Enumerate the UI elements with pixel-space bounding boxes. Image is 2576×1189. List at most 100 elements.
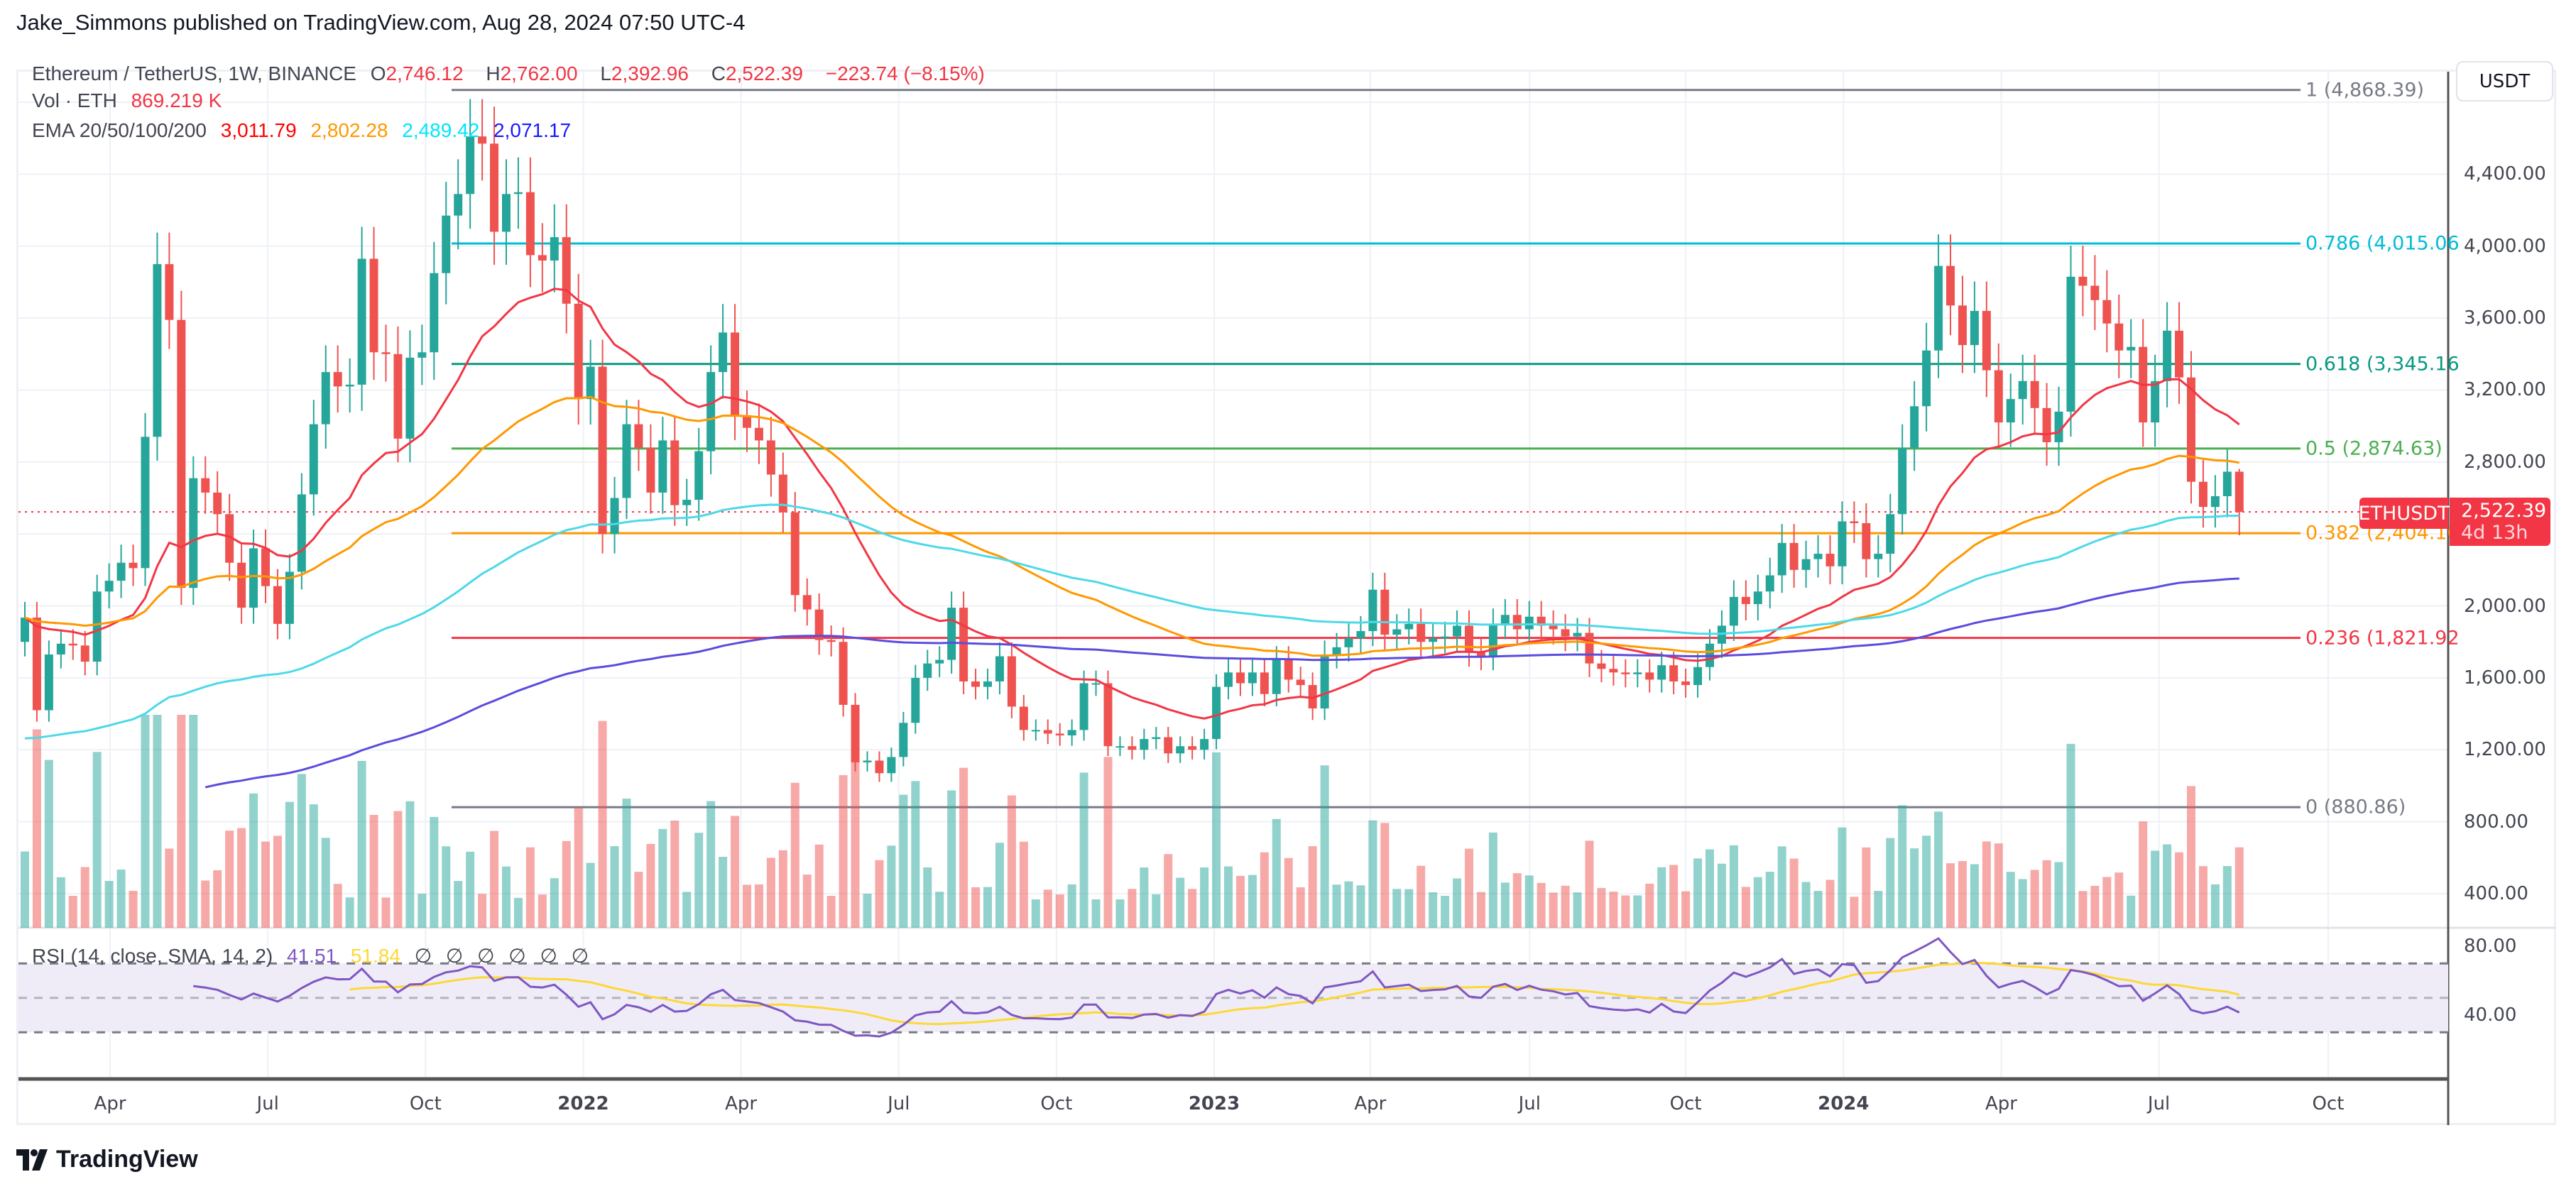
candle-body bbox=[129, 562, 138, 569]
volume-legend: Vol · ETH 869.219 K bbox=[32, 89, 230, 112]
symbol-legend: Ethereum / TetherUS, 1W, BINANCE O2,746.… bbox=[32, 62, 993, 85]
low-value: 2,392.96 bbox=[611, 62, 689, 84]
volume-bar bbox=[1946, 863, 1955, 928]
volume-bar bbox=[502, 866, 511, 928]
price-tick: 800.00 bbox=[2464, 811, 2528, 833]
rsi-na-value: ∅ bbox=[540, 945, 557, 967]
candle-body bbox=[1296, 679, 1305, 686]
candle-body bbox=[2066, 276, 2075, 412]
volume-bar bbox=[1537, 882, 1546, 928]
candle-body bbox=[405, 357, 415, 439]
volume-bar bbox=[983, 887, 992, 928]
volume-bar bbox=[1681, 891, 1691, 928]
candle-body bbox=[1729, 596, 1738, 626]
volume-bar bbox=[1007, 795, 1016, 928]
currency-button[interactable]: USDT bbox=[2456, 61, 2553, 102]
candle-body bbox=[249, 548, 258, 608]
candle-body bbox=[1946, 265, 1955, 306]
volume-bar bbox=[1417, 865, 1426, 928]
volume-bar bbox=[1850, 897, 1859, 928]
candle-body bbox=[92, 591, 102, 662]
candle-body bbox=[1561, 629, 1570, 637]
volume-bar bbox=[706, 801, 716, 928]
volume-bar bbox=[1284, 857, 1293, 928]
volume-bar bbox=[1140, 867, 1149, 928]
candle-body bbox=[754, 427, 763, 441]
volume-bar bbox=[1597, 887, 1606, 928]
close-value: 2,522.39 bbox=[725, 62, 803, 84]
ema100-line bbox=[24, 503, 2239, 740]
tradingview-logo[interactable]: TradingView bbox=[16, 1146, 198, 1173]
volume-bar bbox=[1777, 846, 1786, 928]
candle-body bbox=[1200, 739, 1209, 750]
volume-bar bbox=[1813, 891, 1823, 928]
rsi-label[interactable]: RSI (14, close, SMA, 14, 2) bbox=[32, 945, 273, 967]
volume-bar bbox=[1465, 848, 1473, 928]
candle-body bbox=[2030, 380, 2039, 408]
volume-bar bbox=[249, 793, 258, 928]
time-tick: Oct bbox=[1040, 1093, 1073, 1114]
candle-body bbox=[1356, 631, 1365, 639]
volume-bar bbox=[393, 811, 403, 928]
candle-body bbox=[345, 384, 354, 387]
volume-bar bbox=[2163, 844, 2172, 928]
volume-bar bbox=[165, 848, 174, 928]
volume-bar bbox=[141, 715, 150, 928]
candle-body bbox=[1260, 672, 1269, 694]
volume-bar bbox=[875, 860, 884, 928]
volume-bar bbox=[562, 840, 571, 928]
chart-frame bbox=[16, 70, 2556, 1125]
candle-body bbox=[1392, 629, 1402, 635]
candle-body bbox=[2114, 323, 2124, 351]
time-tick: 2024 bbox=[1818, 1093, 1870, 1114]
volume-bar bbox=[995, 843, 1004, 928]
volume-bar bbox=[766, 857, 775, 928]
volume-bar bbox=[1344, 881, 1353, 928]
ema200-line bbox=[204, 577, 2239, 789]
volume-bar bbox=[237, 828, 246, 928]
price-tick: 1,200.00 bbox=[2464, 739, 2546, 761]
volume-bar bbox=[345, 897, 354, 928]
candle-body bbox=[1850, 521, 1859, 523]
symbol-name[interactable]: Ethereum / TetherUS, 1W, BINANCE bbox=[32, 62, 356, 84]
logo-text: TradingView bbox=[56, 1146, 198, 1173]
candle-body bbox=[321, 372, 330, 424]
volume-bar bbox=[478, 894, 487, 928]
volume-bar bbox=[1729, 845, 1738, 928]
candle-body bbox=[1140, 739, 1149, 750]
volume-bar bbox=[1115, 899, 1125, 928]
candle-body bbox=[2163, 330, 2172, 381]
open-value: 2,746.12 bbox=[386, 62, 464, 84]
candle-body bbox=[1669, 665, 1679, 681]
volume-bar bbox=[1789, 858, 1799, 928]
volume-bar bbox=[1753, 877, 1762, 928]
volume-bar bbox=[466, 851, 475, 928]
candle-body bbox=[1789, 542, 1799, 570]
volume-bar bbox=[2042, 860, 2051, 928]
candle-body bbox=[2078, 276, 2087, 286]
candle-body bbox=[1007, 656, 1016, 707]
volume-bar bbox=[490, 831, 499, 928]
ema100-value: 2,489.42 bbox=[402, 119, 480, 141]
volume-bar bbox=[430, 816, 439, 928]
volume-bar bbox=[2234, 847, 2244, 928]
volume-bar bbox=[911, 781, 920, 928]
candle-body bbox=[622, 424, 631, 498]
candle-body bbox=[1609, 669, 1618, 673]
volume-bar bbox=[1188, 889, 1197, 928]
volume-bar bbox=[153, 715, 162, 928]
volume-bar bbox=[1404, 889, 1414, 928]
volume-bar bbox=[971, 887, 981, 928]
volume-bar bbox=[454, 881, 463, 928]
candle-body bbox=[1067, 730, 1076, 736]
ema-label[interactable]: EMA 20/50/100/200 bbox=[32, 119, 207, 141]
ema20-value: 3,011.79 bbox=[220, 119, 297, 141]
volume-bar bbox=[719, 857, 728, 928]
volume-label[interactable]: Vol · ETH bbox=[32, 89, 117, 111]
candle-body bbox=[1573, 632, 1582, 637]
rsi-value: 41.51 bbox=[287, 945, 337, 967]
candle-body bbox=[983, 681, 992, 687]
volume-bar bbox=[658, 828, 667, 928]
candle-body bbox=[935, 659, 944, 664]
